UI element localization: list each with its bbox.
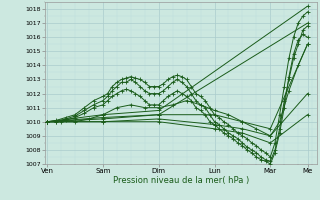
X-axis label: Pression niveau de la mer( hPa ): Pression niveau de la mer( hPa ) xyxy=(113,176,249,185)
